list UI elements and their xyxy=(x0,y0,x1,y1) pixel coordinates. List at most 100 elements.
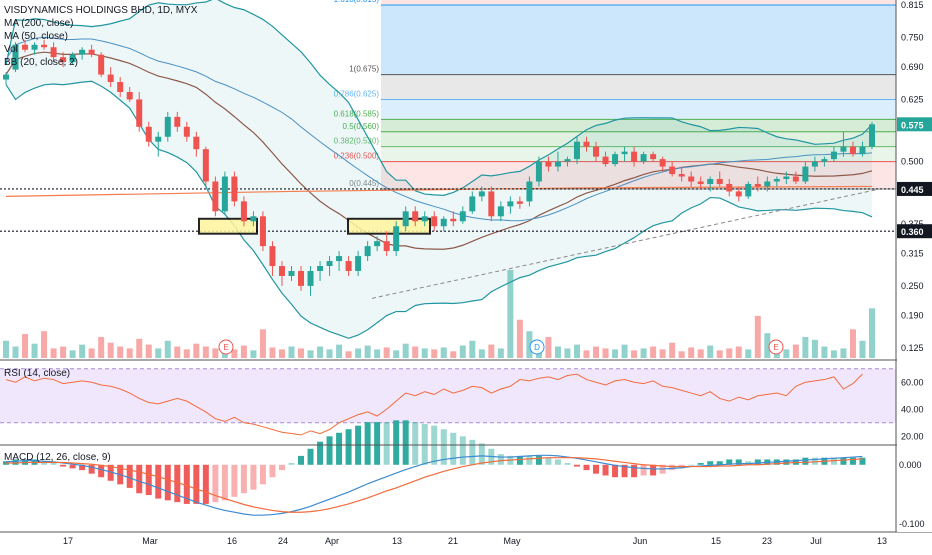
macd-histogram-bar xyxy=(307,448,314,465)
price-axis-bg xyxy=(897,0,932,532)
candle-body xyxy=(631,151,638,162)
rsi-legend[interactable]: RSI (14, close) xyxy=(4,368,71,379)
volume-bar xyxy=(98,336,105,358)
time-axis-tick: 17 xyxy=(63,536,73,546)
candle-body xyxy=(50,47,57,58)
candle-body xyxy=(88,49,95,55)
candle-body xyxy=(317,266,324,271)
macd-histogram-bar xyxy=(107,464,114,481)
candle-body xyxy=(688,176,695,182)
bb-fill xyxy=(6,0,872,339)
candle-body xyxy=(459,211,466,222)
fib-level-label: 0.382(0.530) xyxy=(334,137,380,146)
candle-body xyxy=(259,216,266,247)
volume-bar xyxy=(402,343,409,358)
price-axis-tick: 0.190 xyxy=(901,311,924,321)
macd-histogram-bar xyxy=(250,464,257,490)
candle-body xyxy=(754,183,761,187)
vol-legend[interactable]: Vol xyxy=(4,44,18,55)
event-marker-label: D xyxy=(534,343,540,352)
price-axis-tick: 0.690 xyxy=(901,62,924,72)
macd-histogram-bar xyxy=(345,429,352,465)
candle-body xyxy=(278,266,285,276)
time-axis-tick: Jul xyxy=(810,536,822,546)
volume-bar xyxy=(164,340,171,358)
volume-bar xyxy=(212,348,219,358)
candle-body xyxy=(240,201,247,222)
fib-zone xyxy=(381,146,896,162)
event-marker xyxy=(529,339,545,355)
candle-body xyxy=(830,151,837,160)
macd-histogram-bar xyxy=(516,455,523,465)
candle-body xyxy=(650,154,657,160)
volume-bar xyxy=(431,349,438,358)
macd-histogram-bar xyxy=(164,464,171,501)
bb-legend[interactable]: BB (20, close, 2) xyxy=(4,57,78,68)
rsi-line xyxy=(5,373,863,436)
volume-bar xyxy=(3,340,9,358)
candle-body xyxy=(221,176,228,212)
candle-body xyxy=(659,159,666,167)
macd-histogram-bar xyxy=(564,463,571,465)
candle-body xyxy=(773,179,780,182)
candle-body xyxy=(612,154,619,165)
candle-body xyxy=(545,161,552,167)
volume-bar xyxy=(469,340,476,358)
price-axis-tick: 0.315 xyxy=(901,249,924,259)
candle-body xyxy=(840,146,847,152)
time-axis-tick: Mar xyxy=(142,536,158,546)
candle-body xyxy=(183,126,190,137)
volume-bar xyxy=(726,348,733,358)
candle-body xyxy=(3,74,9,80)
volume-bar xyxy=(412,346,419,358)
macd-histogram-bar xyxy=(288,463,295,465)
volume-bar xyxy=(602,348,609,358)
candle-body xyxy=(231,176,238,202)
candle-body xyxy=(288,270,295,276)
ma50-legend[interactable]: MA (50, close) xyxy=(4,31,68,42)
price-axis-tick: 0.500 xyxy=(901,157,924,167)
rsi-axis-tick: 40.00 xyxy=(901,404,924,414)
candle-body xyxy=(640,154,647,162)
candle-body xyxy=(450,218,457,222)
candle-body xyxy=(526,181,533,202)
candle-body xyxy=(697,181,704,184)
macd-histogram-bar xyxy=(202,464,209,504)
volume-bar xyxy=(193,343,200,358)
volume-bar xyxy=(792,344,799,358)
main-legend: VISDYNAMICS HOLDINGS BHD, 1D, MYX MA (20… xyxy=(4,4,197,69)
ma200-legend[interactable]: MA (200, close) xyxy=(4,18,74,29)
fib-level-label: 0.618(0.585) xyxy=(334,109,380,118)
volume-bar xyxy=(269,347,276,358)
volume-bar xyxy=(107,342,114,358)
macd-histogram-bar xyxy=(155,464,162,499)
event-marker-label: E xyxy=(773,343,778,352)
candle-body xyxy=(554,161,561,167)
price-label-bg xyxy=(897,224,932,239)
volume-bar xyxy=(745,349,752,358)
macd-histogram-bar xyxy=(326,436,333,465)
candle-body xyxy=(621,151,628,155)
volume-bar xyxy=(516,319,523,358)
candle-body xyxy=(145,126,152,142)
candle-body xyxy=(821,159,828,162)
macd-histogram-bar xyxy=(145,464,152,496)
price-axis-tick: 0.125 xyxy=(901,343,924,353)
macd-histogram-bar xyxy=(573,464,580,467)
highlight-box xyxy=(198,217,258,235)
candle-body xyxy=(478,191,485,197)
macd-histogram-bar xyxy=(440,429,447,465)
candle-body xyxy=(431,216,438,227)
time-axis-tick: 21 xyxy=(448,536,458,546)
candle-body xyxy=(859,146,866,155)
volume-bar xyxy=(688,347,695,358)
macd-legend[interactable]: MACD (12, 26, close, 9) xyxy=(4,452,111,463)
volume-bar xyxy=(79,344,86,358)
volume-bar xyxy=(50,348,57,358)
volume-bar xyxy=(849,329,856,358)
macd-histogram-bar xyxy=(726,459,733,465)
candle-body xyxy=(726,183,733,192)
volume-bar xyxy=(288,346,295,358)
